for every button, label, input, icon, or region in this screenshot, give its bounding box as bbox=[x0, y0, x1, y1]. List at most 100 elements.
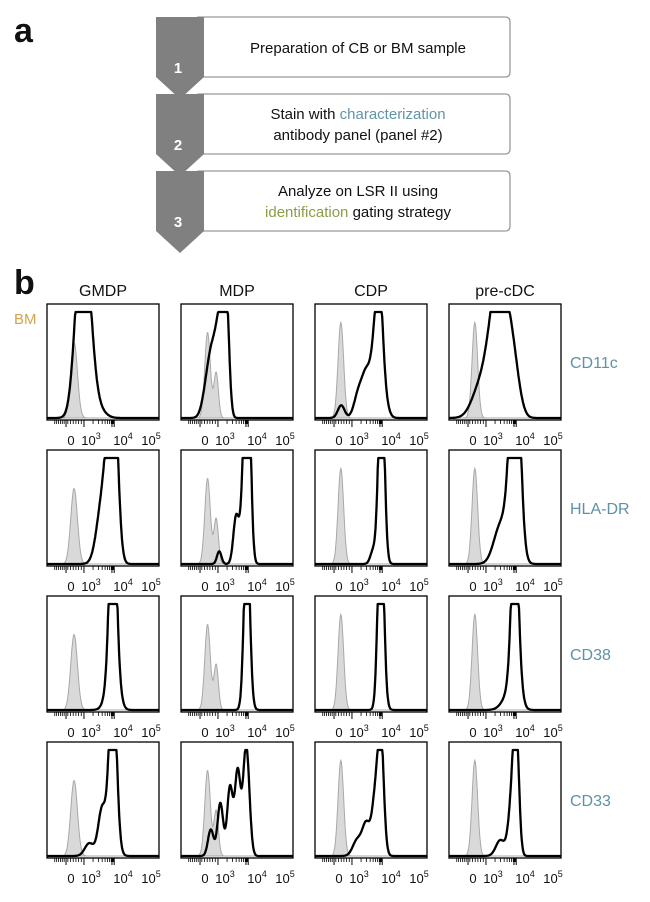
histogram-frame bbox=[448, 595, 562, 713]
histogram-cd33-cdp: 0 103 104 105 bbox=[314, 741, 429, 886]
tick-label: 104 bbox=[515, 577, 534, 594]
tick-label: 104 bbox=[247, 869, 266, 886]
stained-histogram bbox=[180, 748, 294, 858]
stained-histogram bbox=[314, 602, 428, 712]
histogram-cd33-mdp: 0 103 104 105 bbox=[180, 741, 295, 886]
stained-histogram bbox=[180, 602, 294, 712]
tick-exponent: 3 bbox=[364, 723, 369, 733]
workflow-step-1: 1 Preparation of CB or BM sample bbox=[156, 16, 511, 99]
tick-exponent: 4 bbox=[396, 577, 401, 587]
tick-base: 10 bbox=[515, 579, 529, 594]
stained-histogram bbox=[448, 456, 562, 566]
tick-label: 105 bbox=[141, 577, 160, 594]
tick-base: 10 bbox=[515, 433, 529, 448]
stained-histogram bbox=[46, 310, 160, 420]
histogram-cd11c-cdp: 0 103 104 105 bbox=[314, 303, 429, 448]
tick-exponent: 3 bbox=[230, 869, 235, 879]
tick-label: 104 bbox=[247, 723, 266, 740]
stained-histogram bbox=[180, 310, 294, 420]
tick-exponent: 3 bbox=[498, 431, 503, 441]
sample-label: BM bbox=[14, 311, 37, 328]
tick-exponent: 4 bbox=[262, 869, 267, 879]
tick-exponent: 4 bbox=[396, 431, 401, 441]
tick-exponent: 4 bbox=[128, 869, 133, 879]
tick-base: 10 bbox=[543, 871, 557, 886]
tick-label: 105 bbox=[141, 723, 160, 740]
tick-base: 10 bbox=[215, 725, 229, 740]
tick-exponent: 5 bbox=[156, 723, 161, 733]
tick-base: 10 bbox=[349, 725, 363, 740]
histogram-hla-dr-gmdp: 0 103 104 105 bbox=[46, 449, 161, 594]
tick-label: 105 bbox=[409, 869, 428, 886]
tick-base: 10 bbox=[275, 579, 289, 594]
tick-base: 10 bbox=[247, 433, 261, 448]
control-histogram bbox=[449, 758, 561, 857]
histogram-cd11c-pre-cdc: 0 103 104 105 bbox=[448, 303, 563, 448]
histogram-cd11c-mdp: 0 103 104 105 bbox=[180, 303, 295, 448]
tick-base: 10 bbox=[349, 433, 363, 448]
step-text-span: identification bbox=[265, 204, 348, 221]
row-marker-cd38: CD38 bbox=[570, 647, 611, 664]
tick-base: 10 bbox=[215, 871, 229, 886]
control-histogram bbox=[181, 332, 293, 419]
axis-ticks bbox=[188, 858, 249, 865]
histogram-hla-dr-cdp: 0 103 104 105 bbox=[314, 449, 429, 594]
tick-base: 10 bbox=[543, 725, 557, 740]
tick-label: 0 bbox=[335, 871, 342, 886]
control-histogram bbox=[315, 466, 427, 565]
tick-exponent: 4 bbox=[262, 431, 267, 441]
tick-exponent: 4 bbox=[396, 723, 401, 733]
tick-label: 0 bbox=[67, 433, 74, 448]
tick-label: 105 bbox=[275, 431, 294, 448]
tick-label: 103 bbox=[81, 869, 100, 886]
tick-label: 105 bbox=[275, 869, 294, 886]
tick-base: 10 bbox=[113, 433, 127, 448]
tick-base: 10 bbox=[409, 871, 423, 886]
tick-base: 0 bbox=[469, 725, 476, 740]
histogram-frame bbox=[180, 449, 294, 567]
histogram-frame bbox=[180, 303, 294, 421]
stained-histogram bbox=[46, 748, 160, 858]
column-title-mdp: MDP bbox=[219, 283, 255, 300]
tick-base: 10 bbox=[483, 579, 497, 594]
stained-histogram bbox=[180, 456, 294, 566]
tick-base: 0 bbox=[469, 433, 476, 448]
stained-histogram bbox=[314, 310, 428, 420]
tick-exponent: 5 bbox=[156, 577, 161, 587]
histogram-frame bbox=[180, 595, 294, 713]
tick-exponent: 5 bbox=[290, 723, 295, 733]
tick-exponent: 4 bbox=[262, 723, 267, 733]
axis-ticks bbox=[456, 566, 517, 573]
tick-label: 104 bbox=[515, 869, 534, 886]
axis-ticks bbox=[322, 566, 383, 573]
tick-exponent: 4 bbox=[128, 723, 133, 733]
stained-histogram bbox=[46, 602, 160, 712]
tick-label: 105 bbox=[543, 723, 562, 740]
tick-label: 104 bbox=[247, 431, 266, 448]
control-histogram bbox=[315, 612, 427, 711]
workflow-diagram: 1 Preparation of CB or BM sample 2 Stain wi… bbox=[156, 16, 511, 253]
control-histogram bbox=[315, 758, 427, 857]
row-marker-cd33: CD33 bbox=[570, 793, 611, 810]
tick-base: 10 bbox=[113, 725, 127, 740]
tick-label: 104 bbox=[113, 577, 132, 594]
tick-label: 103 bbox=[483, 869, 502, 886]
axis-ticks bbox=[188, 566, 249, 573]
tick-base: 10 bbox=[543, 433, 557, 448]
tick-label: 105 bbox=[409, 577, 428, 594]
tick-label: 103 bbox=[81, 431, 100, 448]
tick-base: 10 bbox=[215, 579, 229, 594]
tick-label: 103 bbox=[483, 431, 502, 448]
histogram-frame bbox=[46, 449, 160, 567]
step-text-span: Stain with bbox=[270, 106, 339, 123]
tick-label: 0 bbox=[201, 725, 208, 740]
tick-label: 0 bbox=[335, 579, 342, 594]
step-box bbox=[197, 93, 511, 155]
histogram-frame bbox=[314, 741, 428, 859]
step-text-span: antibody panel (panel #2) bbox=[273, 127, 442, 144]
tick-label: 0 bbox=[335, 725, 342, 740]
tick-label: 105 bbox=[409, 431, 428, 448]
tick-label: 0 bbox=[469, 871, 476, 886]
tick-label: 104 bbox=[247, 577, 266, 594]
tick-label: 105 bbox=[275, 577, 294, 594]
